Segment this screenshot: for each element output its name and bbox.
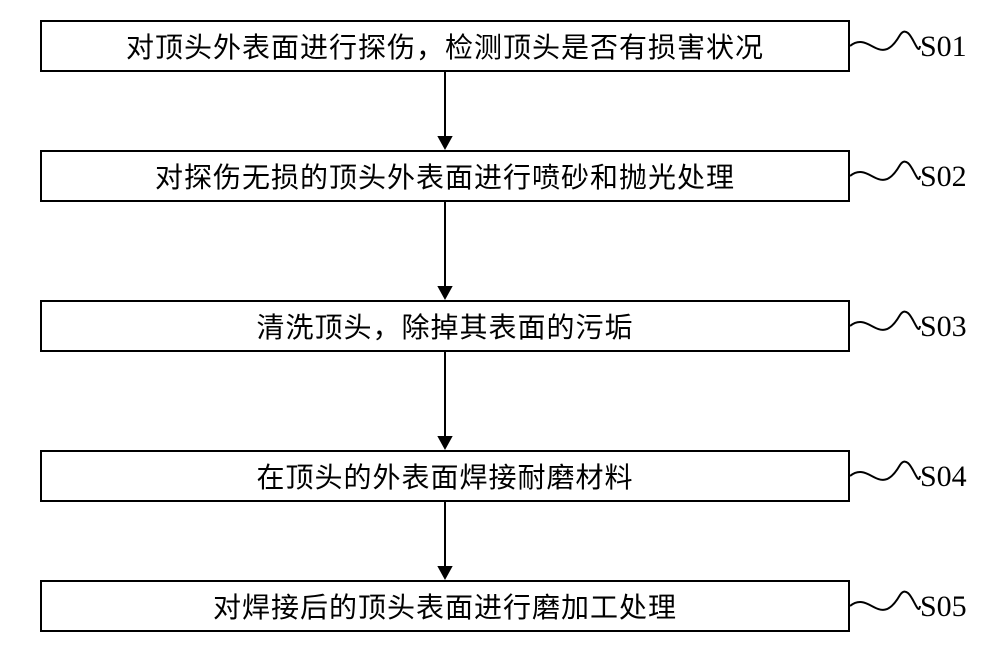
step-box-s03: 清洗顶头，除掉其表面的污垢 xyxy=(40,300,850,352)
step-box-s01: 对顶头外表面进行探伤，检测顶头是否有损害状况 xyxy=(40,20,850,72)
step-text-s05: 对焊接后的顶头表面进行磨加工处理 xyxy=(213,586,677,626)
step-label-s02: S02 xyxy=(920,160,967,194)
step-label-s01: S01 xyxy=(920,30,967,64)
step-box-s02: 对探伤无损的顶头外表面进行喷砂和抛光处理 xyxy=(40,150,850,202)
step-box-s05: 对焊接后的顶头表面进行磨加工处理 xyxy=(40,580,850,632)
step-text-s01: 对顶头外表面进行探伤，检测顶头是否有损害状况 xyxy=(126,26,764,66)
step-label-s05: S05 xyxy=(920,590,967,624)
step-text-s03: 清洗顶头，除掉其表面的污垢 xyxy=(256,306,633,346)
step-label-s03: S03 xyxy=(920,310,967,344)
step-text-s04: 在顶头的外表面焊接耐磨材料 xyxy=(256,456,633,496)
step-text-s02: 对探伤无损的顶头外表面进行喷砂和抛光处理 xyxy=(155,156,735,196)
step-label-s04: S04 xyxy=(920,460,967,494)
flowchart-canvas: 对顶头外表面进行探伤，检测顶头是否有损害状况 S01 对探伤无损的顶头外表面进行喷砂… xyxy=(0,0,1000,654)
step-box-s04: 在顶头的外表面焊接耐磨材料 xyxy=(40,450,850,502)
